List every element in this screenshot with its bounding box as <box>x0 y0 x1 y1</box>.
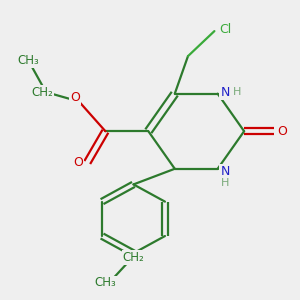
Text: CH₃: CH₃ <box>17 54 39 67</box>
Text: CH₃: CH₃ <box>94 277 116 290</box>
Text: Cl: Cl <box>219 23 231 36</box>
Text: CH₂: CH₂ <box>31 85 53 99</box>
Text: N: N <box>220 86 230 99</box>
Text: H: H <box>221 178 229 188</box>
Text: CH₂: CH₂ <box>123 251 144 264</box>
Text: O: O <box>73 156 83 169</box>
Text: O: O <box>277 125 287 138</box>
Text: H: H <box>233 87 242 98</box>
Text: N: N <box>220 165 230 178</box>
Text: O: O <box>70 91 80 104</box>
